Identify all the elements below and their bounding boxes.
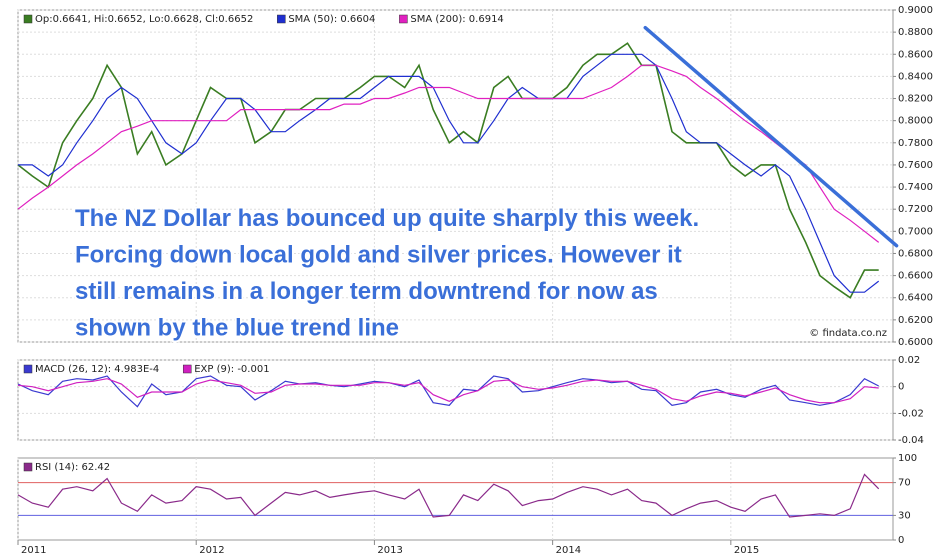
y-tick-label: 0.8400 bbox=[898, 71, 933, 82]
series-line bbox=[17, 42, 879, 299]
annotation-text: still remains in a longer term downtrend… bbox=[75, 278, 658, 305]
y-tick-label: 0.6400 bbox=[898, 293, 933, 304]
legend-label: SMA (200): 0.6914 bbox=[410, 14, 503, 25]
legend-label: SMA (50): 0.6604 bbox=[288, 14, 375, 25]
panel bbox=[17, 457, 894, 541]
x-tick-label: 2012 bbox=[199, 545, 224, 556]
panel bbox=[17, 9, 894, 343]
y-tick-label: -0.04 bbox=[898, 435, 924, 446]
y-tick-label: -0.02 bbox=[898, 408, 924, 419]
legend-swatch bbox=[23, 364, 33, 374]
y-tick-label: 0.6600 bbox=[898, 271, 933, 282]
series-line bbox=[17, 378, 879, 404]
legend-label: MACD (26, 12): 4.983E-4 bbox=[35, 364, 159, 375]
legend-swatch bbox=[182, 364, 192, 374]
legend-label: Op:0.6641, Hi:0.6652, Lo:0.6628, Cl:0.66… bbox=[35, 14, 253, 25]
legend-label: EXP (9): -0.001 bbox=[194, 364, 269, 375]
y-tick-label: 70 bbox=[898, 478, 911, 489]
y-tick-label: 0.8000 bbox=[898, 116, 933, 127]
y-tick-label: 0.6200 bbox=[898, 315, 933, 326]
series-line bbox=[17, 473, 880, 518]
series-line bbox=[18, 53, 880, 293]
annotation-text: Forcing down local gold and silver price… bbox=[75, 242, 682, 269]
trend-line bbox=[643, 25, 899, 248]
y-tick-label: 0.7200 bbox=[898, 204, 933, 215]
x-tick-label: 2013 bbox=[377, 545, 402, 556]
annotation-text: shown by the blue trend line bbox=[75, 315, 399, 342]
legend-swatch bbox=[277, 14, 286, 24]
y-tick-label: 0.6000 bbox=[898, 337, 933, 348]
y-tick-label: 30 bbox=[898, 510, 911, 521]
y-tick-label: 0.8600 bbox=[898, 49, 933, 60]
y-tick-label: 0 bbox=[898, 535, 904, 546]
y-tick-label: 0.7400 bbox=[898, 182, 933, 193]
x-tick-label: 2015 bbox=[734, 545, 759, 556]
y-tick-label: 0.6800 bbox=[898, 248, 933, 259]
y-tick-label: 0.7600 bbox=[898, 160, 933, 171]
y-tick-label: 0 bbox=[898, 382, 904, 393]
y-tick-label: 0.7000 bbox=[898, 226, 933, 237]
legend-swatch bbox=[23, 14, 33, 24]
legend-label: RSI (14): 62.42 bbox=[35, 462, 110, 473]
annotation-text: The NZ Dollar has bounced up quite sharp… bbox=[75, 205, 699, 232]
y-tick-label: 100 bbox=[898, 453, 917, 464]
x-tick-label: 2011 bbox=[21, 545, 46, 556]
y-tick-label: 0.7800 bbox=[898, 138, 933, 149]
series-line bbox=[17, 375, 879, 408]
y-tick-label: 0.02 bbox=[898, 355, 920, 366]
source-label: © findata.co.nz bbox=[809, 328, 887, 339]
y-tick-label: 0.9000 bbox=[898, 5, 933, 16]
y-tick-label: 0.8800 bbox=[898, 27, 933, 38]
y-tick-label: 0.8200 bbox=[898, 94, 933, 105]
legend-swatch bbox=[399, 14, 408, 24]
series-line bbox=[17, 64, 880, 243]
x-tick-label: 2014 bbox=[556, 545, 581, 556]
legend-swatch bbox=[23, 462, 33, 472]
